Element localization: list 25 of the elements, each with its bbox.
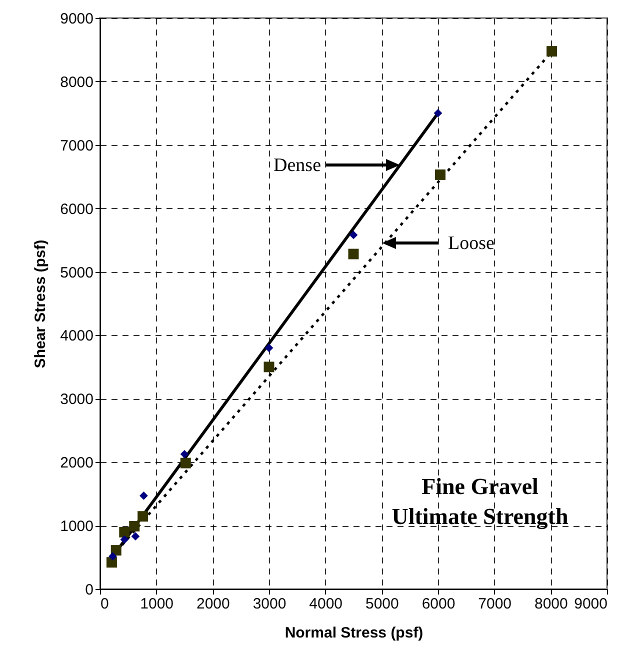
x-tick-label: 7000	[478, 596, 512, 612]
y-tick-label: 6000	[60, 200, 94, 218]
y-axis-title: Shear Stress (psf)	[32, 240, 50, 368]
x-tick-label: 6000	[422, 596, 456, 612]
y-tick-label: 4000	[60, 328, 94, 345]
y-tick-label: 5000	[60, 264, 94, 282]
x-tick-label: 8000	[534, 596, 568, 612]
annotation: Loose	[448, 233, 494, 254]
x-tick-label: 0	[100, 596, 109, 612]
annotation: Dense	[274, 155, 321, 176]
y-tick-label: 8000	[60, 74, 94, 91]
annotation: Fine Gravel Ultimate Strength	[392, 474, 568, 530]
x-tick-label: 1000	[140, 596, 174, 612]
x-axis-title: Normal Stress (psf)	[284, 624, 424, 642]
y-tick-label: 3000	[60, 391, 94, 408]
y-tick-label: 9000	[60, 10, 94, 28]
y-tick-label: 7000	[60, 137, 94, 154]
x-tick-label: 5000	[365, 596, 399, 612]
x-tick-label: 3000	[252, 596, 286, 612]
y-tick-label: 0	[85, 582, 94, 598]
x-tick-label: 4000	[309, 596, 343, 612]
y-tick-label: 2000	[60, 454, 94, 472]
x-tick-label: 2000	[196, 596, 230, 612]
x-tick-label: 9000	[574, 596, 608, 612]
y-tick-label: 1000	[60, 518, 94, 536]
